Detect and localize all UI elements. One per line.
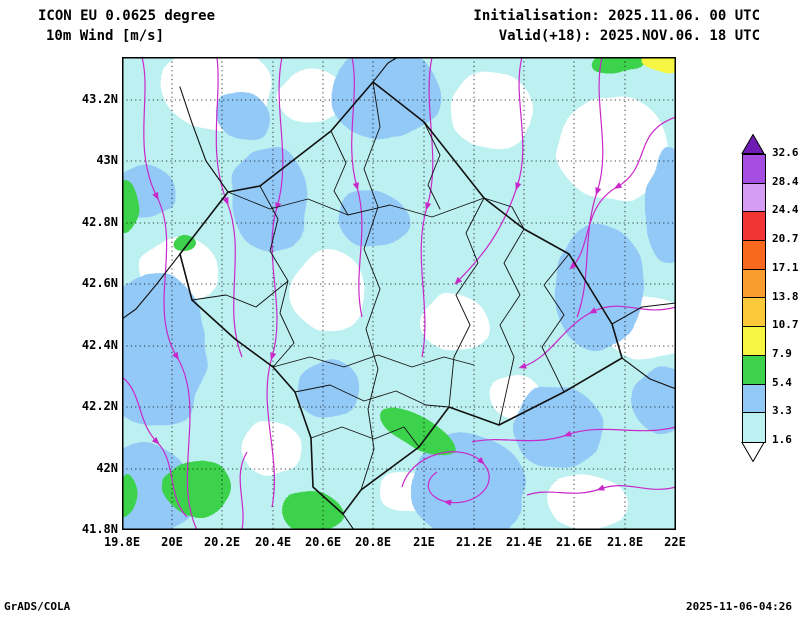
- lat-axis-label: 42.8N: [81, 215, 118, 229]
- lon-axis-label: 20.6E: [304, 535, 342, 549]
- map-plot: [96, 45, 696, 541]
- legend-value-label: 10.7: [772, 318, 799, 332]
- lon-axis-label: 20.8E: [354, 535, 392, 549]
- lon-axis-label: 19.8E: [103, 535, 141, 549]
- legend-segment: [743, 298, 765, 328]
- legend-value-label: 20.7: [772, 232, 799, 246]
- legend-segment: [743, 212, 765, 242]
- lat-axis-label: 42.2N: [81, 399, 118, 413]
- lat-axis-label: 42N: [96, 461, 118, 475]
- lon-axis-label: 20.2E: [203, 535, 241, 549]
- lon-axis-label: 21.4E: [505, 535, 543, 549]
- lon-axis-label: 21.8E: [606, 535, 644, 549]
- valid-time: Valid(+18): 2025.NOV.06. 18 UTC: [498, 28, 760, 44]
- legend-value-label: 3.3: [772, 404, 792, 418]
- legend-segment: [743, 327, 765, 356]
- legend-segment: [743, 241, 765, 270]
- lon-axis-label: 20E: [161, 535, 183, 549]
- legend-value-label: 1.6: [772, 433, 792, 446]
- creation-timestamp: 2025-11-06-04:26: [686, 600, 792, 613]
- header-right: Initialisation: 2025.11.06. 00 UTC Valid…: [462, 6, 760, 46]
- lat-axis-label: 43.2N: [81, 92, 118, 106]
- lon-axis-label: 21.2E: [455, 535, 493, 549]
- legend-segment: [743, 155, 765, 184]
- legend-segment: [743, 183, 765, 213]
- model-title: ICON EU 0.0625 degree: [38, 8, 216, 24]
- legend-value-label: 5.4: [772, 375, 792, 389]
- lat-axis-label: 42.4N: [81, 338, 118, 352]
- country-border: [179, 81, 623, 515]
- municipal-borders: [191, 81, 570, 491]
- legend-over-arrow: [741, 134, 765, 154]
- lat-axis-label: 43N: [96, 153, 118, 167]
- legend-value-label: 17.1: [772, 260, 799, 274]
- legend-segment: [743, 413, 765, 442]
- lon-axis-label: 20.4E: [254, 535, 292, 549]
- admin-borders: [121, 56, 677, 531]
- legend: 32.6 28.4 24.4 20.7 17.1 13.8 10.7 7.9 5…: [736, 134, 800, 466]
- lon-axis-label: 22E: [664, 535, 686, 549]
- grads-credit: GrADS/COLA: [4, 600, 71, 613]
- variable-title: 10m Wind [m/s]: [46, 28, 165, 44]
- legend-segment: [743, 269, 765, 299]
- legend-under-arrow: [741, 442, 765, 462]
- legend-value-label: 7.9: [772, 346, 792, 360]
- legend-segment: [743, 384, 765, 414]
- legend-colorbar: [742, 154, 766, 443]
- lat-axis-label: 42.6N: [81, 276, 118, 290]
- lon-axis-label: 21.6E: [555, 535, 593, 549]
- legend-value-label: 13.8: [772, 289, 799, 303]
- legend-value-label: 32.6: [772, 146, 799, 159]
- lat-axis-label: 41.8N: [81, 522, 118, 536]
- init-time: Initialisation: 2025.11.06. 00 UTC: [473, 8, 760, 24]
- legend-value-label: 24.4: [772, 203, 799, 217]
- neighbor-borders: [121, 56, 677, 531]
- lon-axis-label: 21E: [413, 535, 435, 549]
- wind-map-svg: [96, 45, 696, 541]
- map-frame: [122, 57, 676, 530]
- legend-value-label: 28.4: [772, 174, 799, 188]
- header-left: ICON EU 0.0625 degree 10m Wind [m/s]: [38, 6, 215, 46]
- legend-segment: [743, 355, 765, 385]
